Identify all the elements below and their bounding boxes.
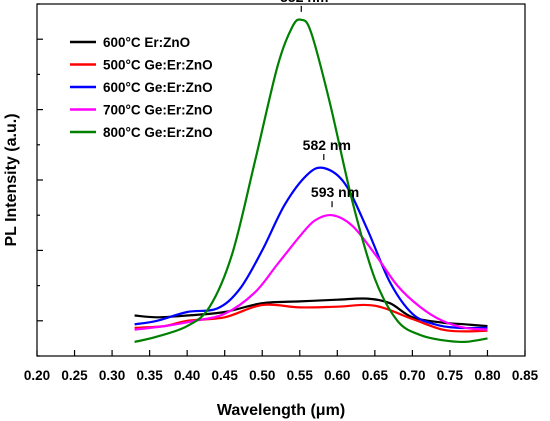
x-tick-label: 0.55 (287, 368, 314, 383)
legend: 600°C Er:ZnO 500°C Ge:Er:ZnO 600°C Ge:Er:Z… (70, 35, 213, 140)
x-tick-label: 0.40 (174, 368, 200, 383)
y-axis-title: PL Intensity (a.u.) (3, 113, 20, 246)
legend-label: 800°C Ge:Er:ZnO (103, 125, 213, 140)
y-axis-ticks (37, 3, 43, 357)
series-line (134, 297, 488, 328)
x-tick-label: 0.65 (362, 368, 389, 383)
series-line (134, 213, 488, 331)
x-tick-label: 0.30 (99, 368, 125, 383)
x-tick-label: 0.85 (512, 368, 539, 383)
x-tick-label: 0.25 (61, 368, 88, 383)
peak-annotation: 593 nm (311, 184, 359, 200)
peak-annotation: 582 nm (303, 137, 351, 153)
series-lines (134, 18, 488, 344)
legend-label: 600°C Ge:Er:ZnO (103, 80, 213, 95)
x-tick-label: 0.75 (437, 368, 464, 383)
peak-annotations: 552 nm 582 nm 593 nm (280, 0, 359, 208)
x-tick-label: 0.80 (474, 368, 500, 383)
legend-label: 700°C Ge:Er:ZnO (103, 103, 213, 118)
x-tick-label: 0.35 (136, 368, 163, 383)
legend-label: 600°C Er:ZnO (103, 35, 190, 50)
x-axis-title: Wavelength (μm) (217, 402, 345, 419)
x-tick-label: 0.45 (212, 368, 239, 383)
series-line (134, 18, 488, 344)
x-axis-ticks: 0.20 0.25 0.30 0.35 0.40 0.45 0.50 0.55 0.60 0.65… (24, 350, 539, 383)
x-tick-label: 0.20 (24, 368, 50, 383)
peak-annotation: 552 nm (280, 0, 328, 5)
series-line (134, 166, 488, 330)
x-tick-label: 0.50 (249, 368, 275, 383)
series-line (134, 303, 488, 333)
legend-label: 500°C Ge:Er:ZnO (103, 58, 213, 73)
x-tick-label: 0.70 (399, 368, 425, 383)
x-tick-label: 0.60 (324, 368, 350, 383)
